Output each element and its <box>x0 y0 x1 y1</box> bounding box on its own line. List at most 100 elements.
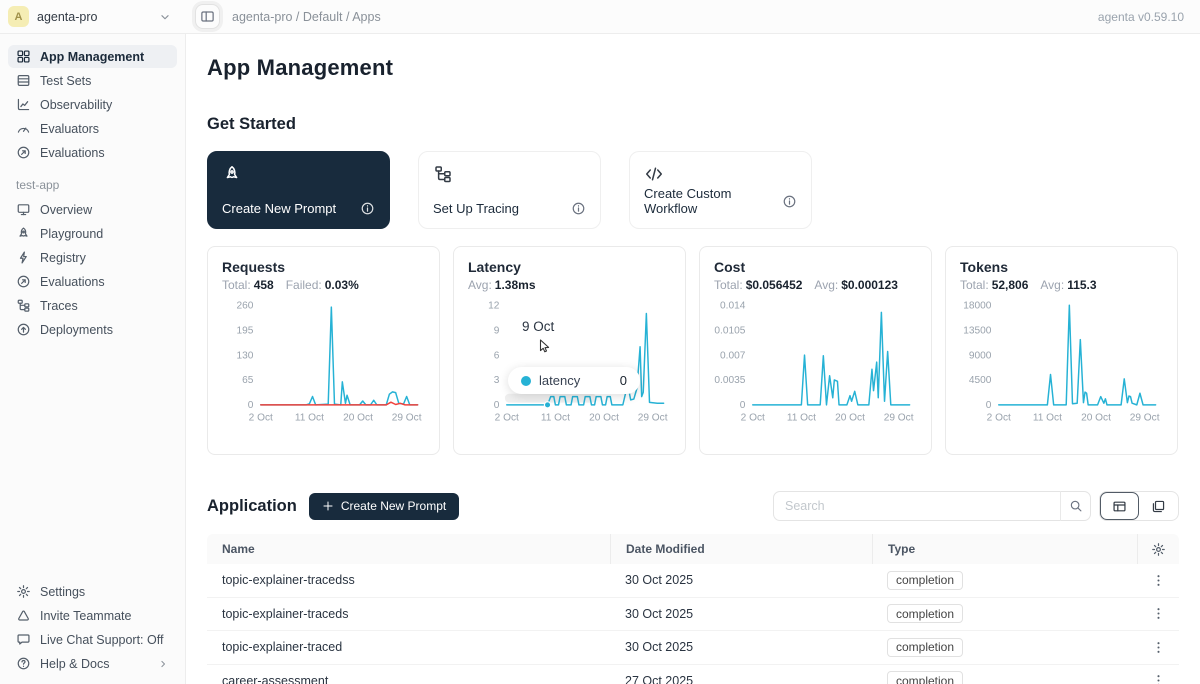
requests-chart[interactable]: 2601951306502 Oct11 Oct20 Oct29 Oct <box>222 296 425 434</box>
card-view-button[interactable] <box>1139 492 1178 520</box>
svg-text:2 Oct: 2 Oct <box>987 413 1011 424</box>
create-custom-workflow-card[interactable]: Create Custom Workflow <box>629 151 812 229</box>
latency-stat: Avg:1.38ms <box>468 278 536 292</box>
search-input[interactable] <box>773 491 1091 521</box>
sidebar-item-settings[interactable]: Settings <box>8 580 177 603</box>
svg-text:0: 0 <box>740 400 746 411</box>
row-more-button[interactable] <box>1147 636 1170 659</box>
sidebar-item-label: Evaluations <box>40 146 105 160</box>
svg-text:11 Oct: 11 Oct <box>295 413 324 424</box>
row-more-button[interactable] <box>1147 569 1170 592</box>
column-header-date-modified[interactable]: Date Modified <box>610 534 872 564</box>
app-date-modified: 30 Oct 2025 <box>610 573 872 587</box>
cost-chart-svg: 0.0140.01050.0070.003502 Oct11 Oct20 Oct… <box>714 296 917 434</box>
column-settings[interactable] <box>1137 534 1179 564</box>
table-row[interactable]: career-assessment27 Oct 2025completion <box>207 665 1179 684</box>
sidebar-item-playground[interactable]: Playground <box>8 222 177 245</box>
panel-icon <box>200 9 215 24</box>
tokens-chart[interactable]: 18000135009000450002 Oct11 Oct20 Oct29 O… <box>960 296 1163 434</box>
chart-title: Cost <box>714 259 917 275</box>
table-row[interactable]: topic-explainer-tracedss30 Oct 2025compl… <box>207 564 1179 598</box>
sidebar-item-overview[interactable]: Overview <box>8 198 177 221</box>
row-more-button[interactable] <box>1147 669 1170 684</box>
sidebar-item-evaluations[interactable]: Evaluations <box>8 270 177 293</box>
svg-text:12: 12 <box>488 300 500 311</box>
evals-icon <box>16 145 31 160</box>
help-icon <box>16 656 31 671</box>
search-icon <box>1069 499 1083 513</box>
column-header-name[interactable]: Name <box>207 542 610 556</box>
table-view-button[interactable] <box>1100 492 1139 520</box>
sidebar-item-traces[interactable]: Traces <box>8 294 177 317</box>
create-new-prompt-card[interactable]: Create New Prompt <box>207 151 390 229</box>
view-toggle <box>1099 491 1179 521</box>
gauge-icon <box>16 121 31 136</box>
card-label: Set Up Tracing <box>433 201 519 216</box>
type-badge: completion <box>887 671 963 684</box>
app-type-cell: completion <box>872 571 1137 590</box>
create-new-prompt-button[interactable]: Create New Prompt <box>309 493 459 520</box>
table-row[interactable]: topic-explainer-traceds30 Oct 2025comple… <box>207 598 1179 632</box>
search-button[interactable] <box>1060 491 1091 521</box>
sidebar-group-label: test-app <box>16 178 185 192</box>
latency-chart-card: LatencyAvg:1.38ms1296302 Oct11 Oct20 Oct… <box>453 246 686 455</box>
sidebar-item-label: App Management <box>40 50 144 64</box>
card-label: Create New Prompt <box>222 201 336 216</box>
sidebar-item-label: Deployments <box>40 323 113 337</box>
sidebar-item-observability[interactable]: Observability <box>8 93 177 116</box>
tokens-chart-card: TokensTotal:52,806Avg:115.31800013500900… <box>945 246 1178 455</box>
sidebar-collapse-button[interactable] <box>195 4 220 29</box>
tooltip-value: 0 <box>620 373 627 388</box>
sidebar-item-test-sets[interactable]: Test Sets <box>8 69 177 92</box>
row-more-button[interactable] <box>1147 602 1170 625</box>
gear-icon <box>16 584 31 599</box>
sidebar-item-live-chat-support-off[interactable]: Live Chat Support: Off <box>8 628 177 651</box>
sidebar-item-label: Evaluators <box>40 122 99 136</box>
cost-chart-card: CostTotal:$0.056452Avg:$0.0001230.0140.0… <box>699 246 932 455</box>
svg-text:0.014: 0.014 <box>720 300 746 311</box>
latency-chart[interactable]: 1296302 Oct11 Oct20 Oct29 Oct <box>468 296 671 434</box>
sidebar-item-app-management[interactable]: App Management <box>8 45 177 68</box>
app-date-modified: 30 Oct 2025 <box>610 640 872 654</box>
svg-text:0: 0 <box>986 400 992 411</box>
requests-stat: Total:458 <box>222 278 274 292</box>
svg-text:2 Oct: 2 Oct <box>249 413 273 424</box>
cost-chart[interactable]: 0.0140.01050.0070.003502 Oct11 Oct20 Oct… <box>714 296 917 434</box>
sidebar-item-registry[interactable]: Registry <box>8 246 177 269</box>
requests-chart-svg: 2601951306502 Oct11 Oct20 Oct29 Oct <box>222 296 425 434</box>
card-label: Create Custom Workflow <box>644 186 782 216</box>
tree-icon <box>16 298 31 313</box>
column-header-type[interactable]: Type <box>872 534 1137 564</box>
deploy-icon <box>16 322 31 337</box>
info-icon[interactable] <box>782 194 797 209</box>
create-new-prompt-button-label: Create New Prompt <box>341 499 446 513</box>
info-icon[interactable] <box>360 201 375 216</box>
sidebar-item-label: Playground <box>40 227 103 241</box>
workspace-avatar: A <box>8 6 29 27</box>
svg-text:29 Oct: 29 Oct <box>392 413 422 424</box>
svg-text:20 Oct: 20 Oct <box>343 413 373 424</box>
apps-table-body: topic-explainer-tracedss30 Oct 2025compl… <box>207 564 1179 684</box>
sidebar: App Management Test SetsObservability Eval… <box>0 34 186 684</box>
svg-text:3: 3 <box>494 375 500 386</box>
svg-text:0.0105: 0.0105 <box>714 325 745 336</box>
sidebar-item-label: Help & Docs <box>40 657 109 671</box>
svg-text:2 Oct: 2 Oct <box>495 413 519 424</box>
sidebar-item-label: Traces <box>40 299 78 313</box>
info-icon[interactable] <box>571 201 586 216</box>
set-up-tracing-card[interactable]: Set Up Tracing <box>418 151 601 229</box>
workspace-selector[interactable]: A agenta-pro <box>0 6 186 27</box>
sidebar-item-evaluators[interactable]: Evaluators <box>8 117 177 140</box>
legend-dot <box>521 376 531 386</box>
sidebar-item-help-docs[interactable]: Help & Docs <box>8 652 177 675</box>
sidebar-item-evaluations[interactable]: Evaluations <box>8 141 177 164</box>
sidebar-item-deployments[interactable]: Deployments <box>8 318 177 341</box>
sidebar-app-nav: Overview Playground RegistryEvaluations Tra… <box>0 198 185 341</box>
table-row[interactable]: topic-explainer-traced30 Oct 2025complet… <box>207 631 1179 665</box>
svg-text:0: 0 <box>248 400 254 411</box>
chart-tooltip: latency0 <box>508 367 640 394</box>
sidebar-item-invite-teammate[interactable]: Invite Teammate <box>8 604 177 627</box>
gear-icon <box>1151 542 1166 557</box>
sidebar-item-label: Invite Teammate <box>40 609 131 623</box>
svg-text:4500: 4500 <box>969 375 992 386</box>
